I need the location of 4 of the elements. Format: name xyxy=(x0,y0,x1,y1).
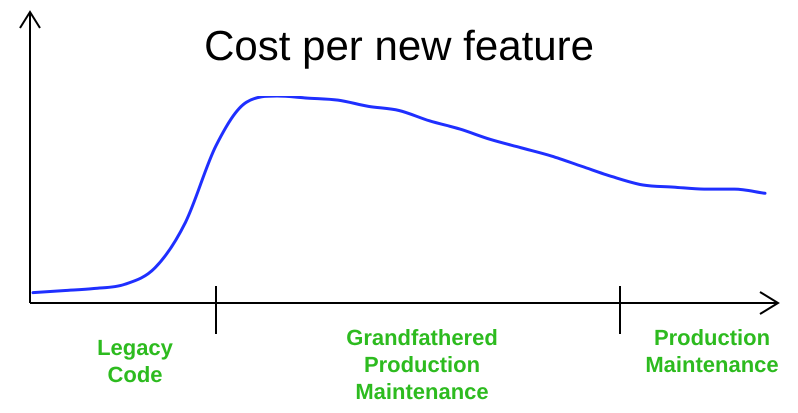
text: Legacy Code xyxy=(96,334,174,388)
text: Grandfathered Production Maintenance xyxy=(345,324,499,405)
chart-title: Cost per new feature xyxy=(203,22,595,70)
text: Production Maintenance xyxy=(644,324,780,378)
